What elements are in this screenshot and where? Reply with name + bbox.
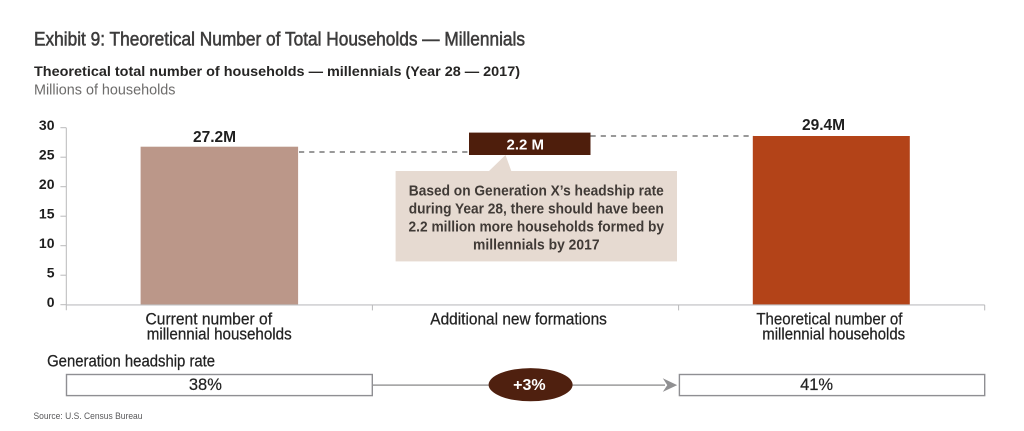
svg-text:20: 20 [39, 176, 55, 192]
svg-text:10: 10 [39, 235, 55, 251]
svg-text:+3%: +3% [513, 377, 545, 394]
svg-text:38%: 38% [189, 376, 222, 394]
svg-text:during Year 28, there should h: during Year 28, there should have been [409, 201, 664, 218]
svg-text:41%: 41% [800, 376, 833, 394]
svg-text:millennials by 2017: millennials by 2017 [473, 237, 600, 254]
svg-text:27.2M: 27.2M [193, 129, 236, 146]
svg-text:2.2 million more households fo: 2.2 million more households formed by [409, 219, 665, 236]
svg-text:millennial households: millennial households [147, 325, 292, 343]
svg-text:2.2 M: 2.2 M [507, 137, 545, 154]
svg-text:0: 0 [47, 294, 55, 310]
svg-text:Source: U.S. Census Bureau: Source: U.S. Census Bureau [34, 411, 143, 422]
svg-text:Millions of households: Millions of households [34, 83, 176, 99]
svg-text:29.4M: 29.4M [802, 117, 845, 134]
svg-text:Additional new formations: Additional new formations [430, 311, 607, 329]
svg-text:Generation headship rate: Generation headship rate [47, 352, 215, 370]
svg-text:30: 30 [39, 117, 55, 133]
svg-text:millennial households: millennial households [762, 325, 905, 343]
svg-text:5: 5 [47, 264, 55, 280]
svg-text:Exhibit 9: Theoretical Number: Exhibit 9: Theoretical Number of Total H… [34, 28, 525, 50]
svg-text:Based on Generation X’s headsh: Based on Generation X’s headship rate [409, 183, 664, 200]
svg-text:15: 15 [39, 205, 55, 221]
svg-text:Theoretical number of: Theoretical number of [756, 311, 902, 329]
svg-text:25: 25 [39, 146, 55, 162]
svg-text:Current number of: Current number of [146, 311, 273, 329]
svg-text:Theoretical total number of ho: Theoretical total number of households —… [34, 63, 520, 79]
